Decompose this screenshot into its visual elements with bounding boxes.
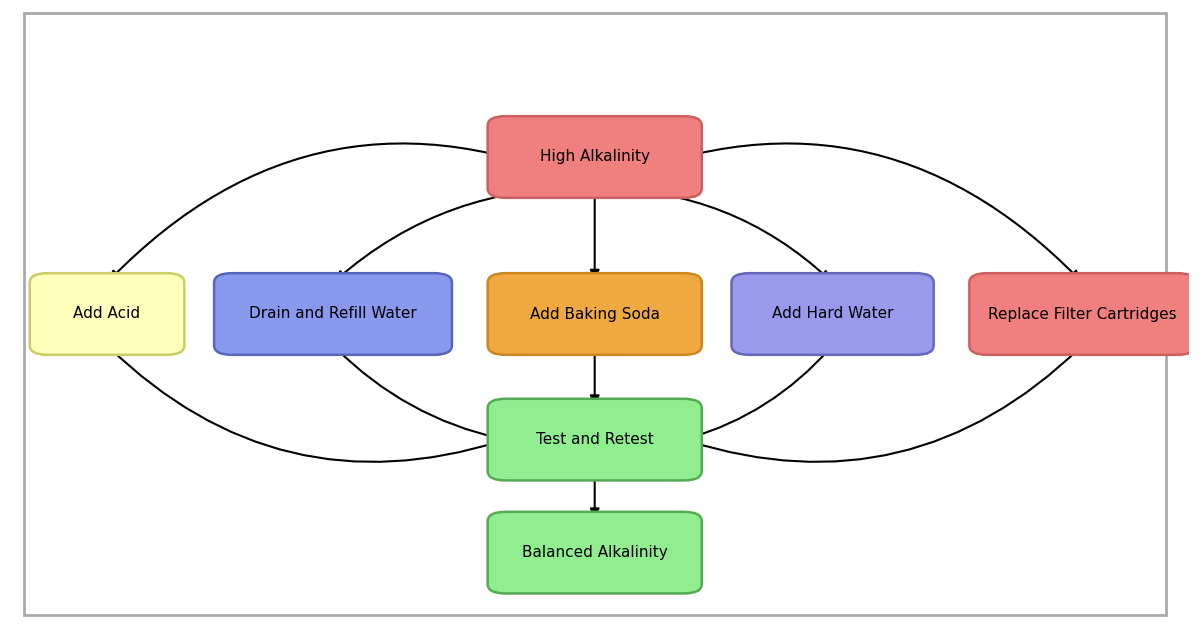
Text: Add Hard Water: Add Hard Water <box>772 306 893 322</box>
Text: Drain and Refill Water: Drain and Refill Water <box>250 306 416 322</box>
Text: Add Acid: Add Acid <box>73 306 140 322</box>
Text: Test and Retest: Test and Retest <box>536 432 654 447</box>
FancyBboxPatch shape <box>30 273 185 355</box>
Text: Balanced Alkalinity: Balanced Alkalinity <box>522 545 667 560</box>
Text: High Alkalinity: High Alkalinity <box>540 149 649 165</box>
FancyBboxPatch shape <box>487 399 702 480</box>
Text: Add Baking Soda: Add Baking Soda <box>529 306 660 322</box>
FancyBboxPatch shape <box>732 273 934 355</box>
FancyBboxPatch shape <box>214 273 452 355</box>
FancyBboxPatch shape <box>487 512 702 593</box>
FancyBboxPatch shape <box>970 273 1195 355</box>
Text: Replace Filter Cartridges: Replace Filter Cartridges <box>988 306 1177 322</box>
FancyBboxPatch shape <box>487 116 702 198</box>
FancyBboxPatch shape <box>487 273 702 355</box>
